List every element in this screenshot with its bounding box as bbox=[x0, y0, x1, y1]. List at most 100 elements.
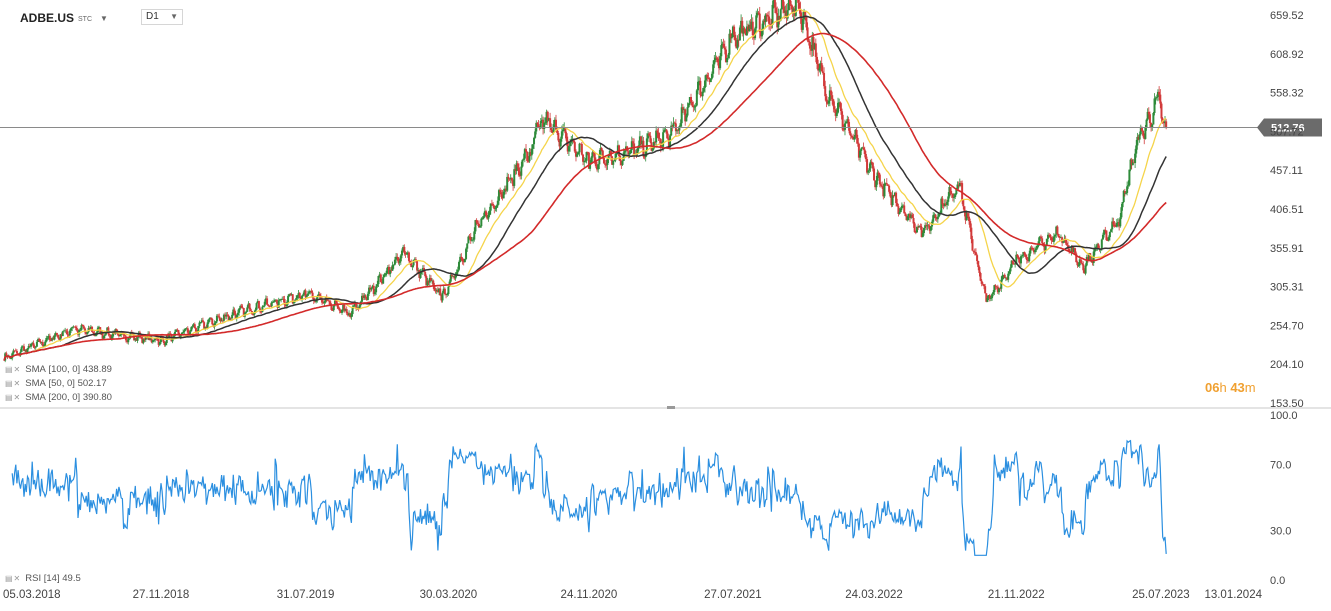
candle-body bbox=[1059, 237, 1062, 239]
candle-body bbox=[441, 292, 444, 301]
candle-body bbox=[12, 350, 15, 354]
candle-body bbox=[385, 270, 388, 274]
candle-body bbox=[192, 324, 195, 327]
candle-body bbox=[502, 191, 505, 199]
candle-body bbox=[789, 0, 792, 5]
candle-body bbox=[514, 169, 517, 171]
candle-body bbox=[50, 340, 53, 342]
candle-body bbox=[1115, 222, 1118, 227]
candle-body bbox=[515, 163, 518, 171]
candle-body bbox=[559, 138, 562, 147]
candle-body bbox=[679, 123, 682, 127]
candle-body bbox=[419, 271, 422, 278]
candle-body bbox=[999, 288, 1002, 289]
candle-body bbox=[271, 301, 274, 303]
candle-body bbox=[184, 329, 187, 331]
candle-body bbox=[1122, 191, 1125, 203]
candle-body bbox=[248, 303, 251, 310]
candle-body bbox=[455, 272, 458, 276]
candle-body bbox=[439, 288, 442, 296]
candle-body bbox=[791, 6, 794, 14]
candle-body bbox=[313, 301, 316, 302]
candle-body bbox=[1002, 274, 1005, 276]
candle-body bbox=[53, 335, 56, 340]
candle-body bbox=[365, 297, 368, 300]
candle-body bbox=[219, 318, 222, 322]
candle-body bbox=[981, 283, 984, 285]
candle-body bbox=[862, 147, 865, 150]
candle-body bbox=[780, 0, 783, 10]
candle-body bbox=[703, 80, 706, 88]
candle-body bbox=[141, 337, 144, 343]
candle-body bbox=[1130, 159, 1133, 166]
legend-sma50[interactable]: ▤✕ SMA [50, 0] 502.17 bbox=[5, 378, 107, 389]
candle-body bbox=[1030, 247, 1033, 249]
candle-body bbox=[472, 239, 475, 241]
settings-remove-icon[interactable]: ▤✕ bbox=[5, 379, 22, 388]
candle-body bbox=[395, 256, 398, 260]
candle-body bbox=[909, 213, 912, 218]
candle-body bbox=[284, 304, 287, 307]
legend-rsi[interactable]: ▤✕ RSI [14] 49.5 bbox=[5, 573, 81, 584]
candle-body bbox=[461, 258, 464, 262]
candle-body bbox=[645, 138, 648, 151]
symbol-label[interactable]: ADBE.US bbox=[20, 11, 75, 25]
candle-body bbox=[239, 305, 242, 309]
candle-body bbox=[1074, 248, 1077, 254]
candle-body bbox=[962, 199, 965, 207]
candle-body bbox=[695, 90, 698, 106]
timeframe-select[interactable]: D1 ▼ bbox=[141, 9, 183, 25]
candle-body bbox=[857, 143, 860, 158]
candle-body bbox=[65, 330, 68, 332]
candle-body bbox=[495, 205, 498, 208]
candle-body bbox=[432, 280, 435, 287]
symbol-dropdown-icon[interactable]: ▼ bbox=[100, 13, 108, 23]
legend-sma200[interactable]: ▤✕ SMA [200, 0] 390.80 bbox=[5, 392, 112, 403]
candle-body bbox=[382, 277, 385, 284]
candle-body bbox=[657, 132, 660, 139]
candle-body bbox=[854, 129, 857, 137]
candle-body bbox=[1083, 270, 1086, 274]
candle-body bbox=[310, 290, 313, 293]
candle-body bbox=[903, 205, 906, 214]
candle-body bbox=[44, 341, 47, 346]
candle-body bbox=[409, 260, 412, 263]
candle-body bbox=[924, 225, 927, 228]
candle-body bbox=[276, 301, 279, 308]
candle-body bbox=[1039, 236, 1042, 239]
candle-body bbox=[801, 19, 804, 30]
candle-body bbox=[579, 143, 582, 145]
settings-remove-icon[interactable]: ▤✕ bbox=[5, 365, 22, 374]
candle-body bbox=[751, 21, 754, 36]
candle-body bbox=[697, 81, 700, 91]
symbol-bar: ADBE.US STC ▼ bbox=[20, 9, 108, 27]
candle-body bbox=[876, 172, 879, 181]
candle-body bbox=[226, 314, 229, 316]
candle-body bbox=[513, 169, 516, 186]
candle-body bbox=[830, 90, 833, 96]
settings-remove-icon[interactable]: ▤✕ bbox=[5, 393, 22, 402]
settings-remove-icon[interactable]: ▤✕ bbox=[5, 574, 22, 583]
candle-body bbox=[127, 337, 130, 343]
candle-body bbox=[88, 328, 91, 329]
candle-body bbox=[34, 346, 37, 348]
price-tick-label: 355.91 bbox=[1270, 243, 1304, 255]
candle-body bbox=[341, 309, 344, 313]
candle-body bbox=[985, 293, 988, 302]
candle-body bbox=[103, 334, 106, 336]
candle-body bbox=[572, 138, 575, 143]
candle-body bbox=[895, 192, 898, 204]
candle-body bbox=[776, 13, 779, 28]
legend-sma100[interactable]: ▤✕ SMA [100, 0] 438.89 bbox=[5, 364, 112, 375]
candle-body bbox=[1045, 238, 1048, 245]
candle-body bbox=[164, 342, 167, 346]
candle-body bbox=[1111, 221, 1114, 230]
candle-body bbox=[591, 152, 594, 158]
sma-200-line bbox=[3, 32, 1167, 361]
candle-body bbox=[641, 140, 644, 145]
candle-body bbox=[267, 304, 270, 306]
candle-body bbox=[961, 183, 964, 200]
candle-body bbox=[298, 293, 301, 299]
candle-body bbox=[333, 300, 336, 306]
